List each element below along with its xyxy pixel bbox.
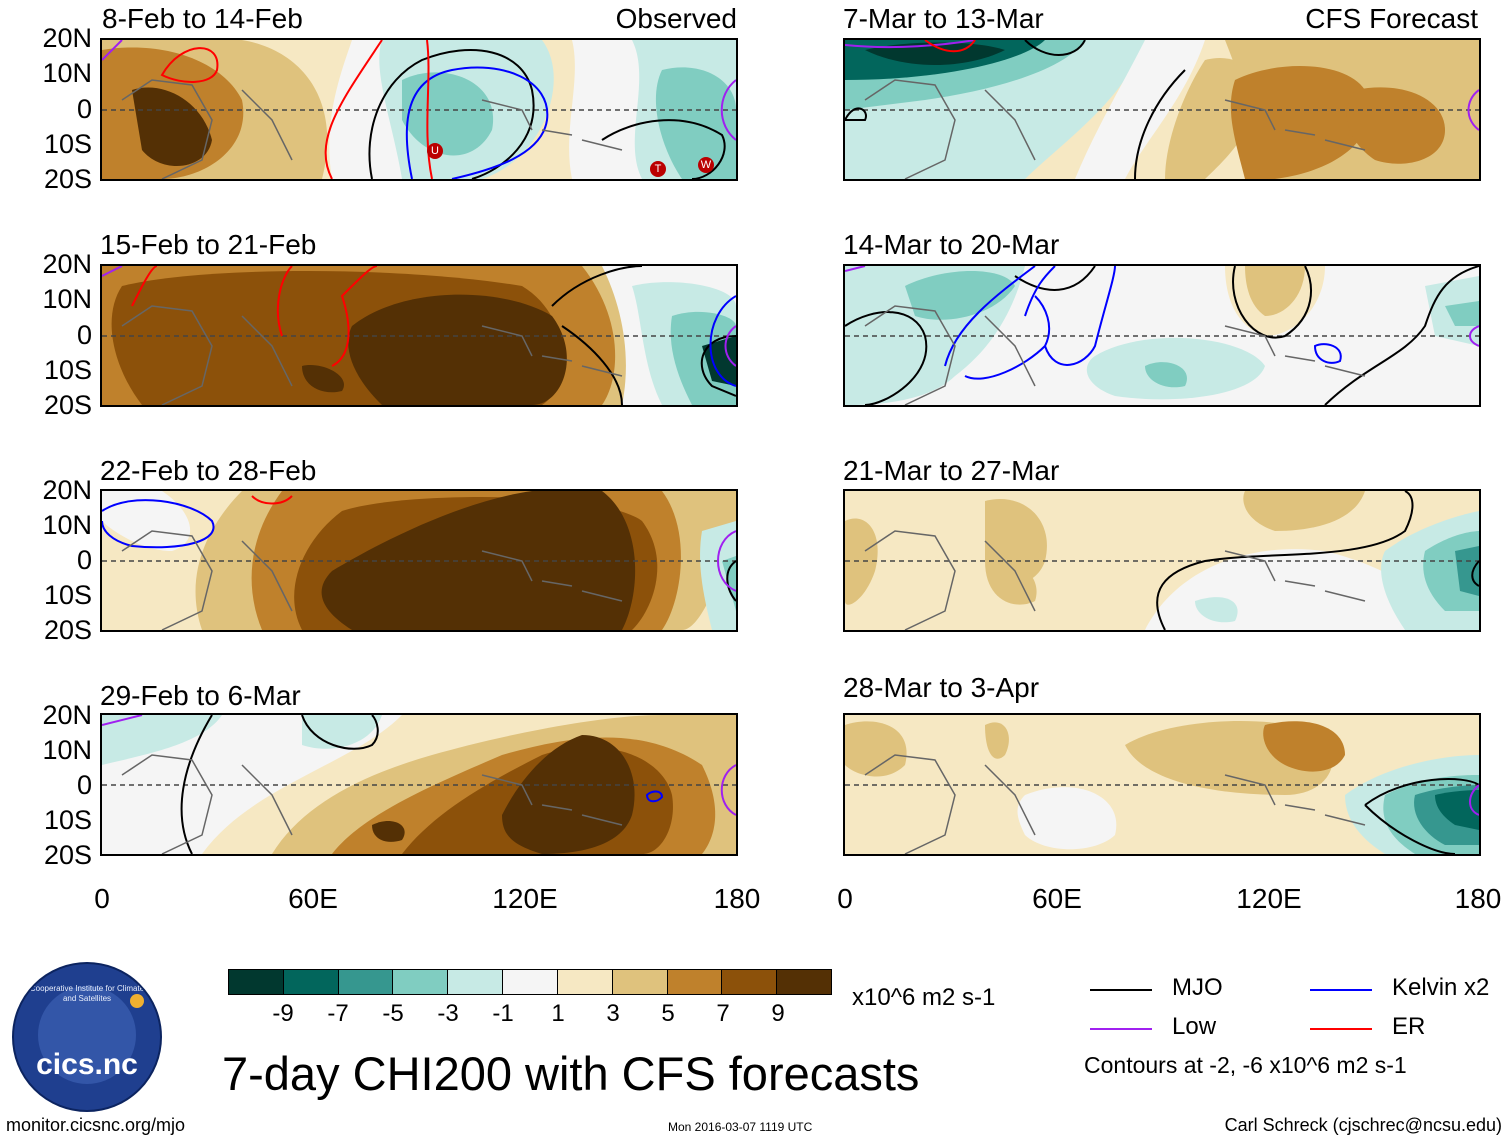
lat-label: 20S [43,840,92,870]
colorbar-label: -1 [492,1000,514,1027]
contours-note: Contours at -2, -6 x10^6 m2 s-1 [1084,1052,1407,1078]
colorbar-swatch [667,970,723,994]
lat-label: 20S [43,390,92,420]
footer-url[interactable]: monitor.cicsnc.org/mjo [6,1115,186,1135]
colorbar-label: -9 [272,1000,294,1027]
observed-label: Observed [615,3,737,34]
colorbar-swatch [503,970,558,994]
colorbar-swatch [777,970,831,994]
lat-label: 10N [42,510,92,540]
logo-ring-text: Cooperative Institute for Climate and Sa… [29,984,145,1003]
lon-label: 0 [94,883,110,914]
legend-label-mjo: MJO [1172,974,1223,1001]
lat-label: 20N [42,700,92,730]
panel-title-8: 28-Mar to 3-Apr [843,672,1040,703]
cics-logo: Cooperative Institute for Climate and Sa… [12,962,162,1112]
colorbar-swatch [557,970,613,994]
lon-label: 120E [1236,883,1302,914]
lat-label: 20N [42,23,92,53]
storm-marker-w: W [698,157,714,173]
map-panel-6 [843,264,1481,407]
main-title: 7-day CHI200 with CFS forecasts [222,1047,920,1100]
lon-label: 60E [288,883,338,914]
map-panel-8 [843,713,1481,856]
lat-label: 10N [42,735,92,765]
lat-label: 20N [42,249,92,279]
panel-title-3: 22-Feb to 28-Feb [100,455,317,486]
legend-label-er: ER [1392,1013,1426,1040]
colorbar-label: 9 [771,1000,785,1027]
map-panel-7 [843,489,1481,632]
panel-title-7: 21-Mar to 27-Mar [843,455,1060,486]
lat-label: 0 [76,94,92,124]
logo-sun-icon [130,994,144,1008]
map-panel-5 [843,38,1481,181]
lat-label: 10S [43,129,92,159]
colorbar-swatch [448,970,504,994]
lon-label: 180 [713,883,761,914]
forecast-label: CFS Forecast [1305,3,1478,34]
colorbar-label: -5 [382,1000,404,1027]
map-panel-4 [100,713,738,856]
lon-label: 0 [837,883,853,914]
colorbar-units: x10^6 m2 s-1 [852,984,996,1011]
colorbar-label: 5 [661,1000,675,1027]
logo-inner-disc [38,986,136,1084]
lon-label: 120E [492,883,558,914]
colorbar-label: -3 [437,1000,459,1027]
lon-label: 60E [1032,883,1082,914]
lat-label: 20S [43,164,92,194]
lat-label: 0 [76,770,92,800]
colorbar-swatch [283,970,339,994]
lat-label: 10N [42,284,92,314]
legend-line-kelvin [1310,989,1372,991]
legend-line-mjo [1090,989,1152,991]
storm-marker-u: U [427,143,443,159]
lat-label: 0 [76,320,92,350]
footer-author: Carl Schreck (cjschrec@ncsu.edu) [1224,1115,1502,1135]
panel-title-4: 29-Feb to 6-Mar [100,680,301,711]
colorbar-swatch [722,970,778,994]
legend-label-low: Low [1172,1013,1217,1040]
colorbar [228,969,832,995]
lat-label: 10N [42,58,92,88]
lat-label: 10S [43,355,92,385]
panel-title-6: 14-Mar to 20-Mar [843,229,1060,260]
colorbar-label: -7 [327,1000,349,1027]
map-panel-3 [100,489,738,632]
legend-label-kelvin: Kelvin x2 [1392,974,1490,1001]
lon-label: 180 [1454,883,1502,914]
storm-marker-t: T [650,161,666,177]
panel-title-1: 8-Feb to 14-Feb [102,3,303,34]
legend-line-er [1310,1028,1372,1030]
lat-label: 20S [43,615,92,645]
lat-label: 0 [76,545,92,575]
legend-line-low [1090,1028,1152,1030]
logo-wordmark: cics.nc [36,1048,138,1081]
colorbar-label: 1 [551,1000,565,1027]
map-panel-2 [100,264,738,407]
colorbar-swatch [393,970,449,994]
colorbar-swatch [612,970,668,994]
map-panel-1: U T W [100,38,738,181]
colorbar-swatch [338,970,394,994]
colorbar-label: 3 [606,1000,620,1027]
lat-label: 10S [43,805,92,835]
panel-title-5: 7-Mar to 13-Mar [843,3,1044,34]
colorbar-swatch [229,970,284,994]
footer-timestamp: Mon 2016-03-07 1119 UTC [668,1120,813,1134]
panel-title-2: 15-Feb to 21-Feb [100,229,317,260]
lat-label: 10S [43,580,92,610]
colorbar-label: 7 [716,1000,730,1027]
lat-label: 20N [42,475,92,505]
